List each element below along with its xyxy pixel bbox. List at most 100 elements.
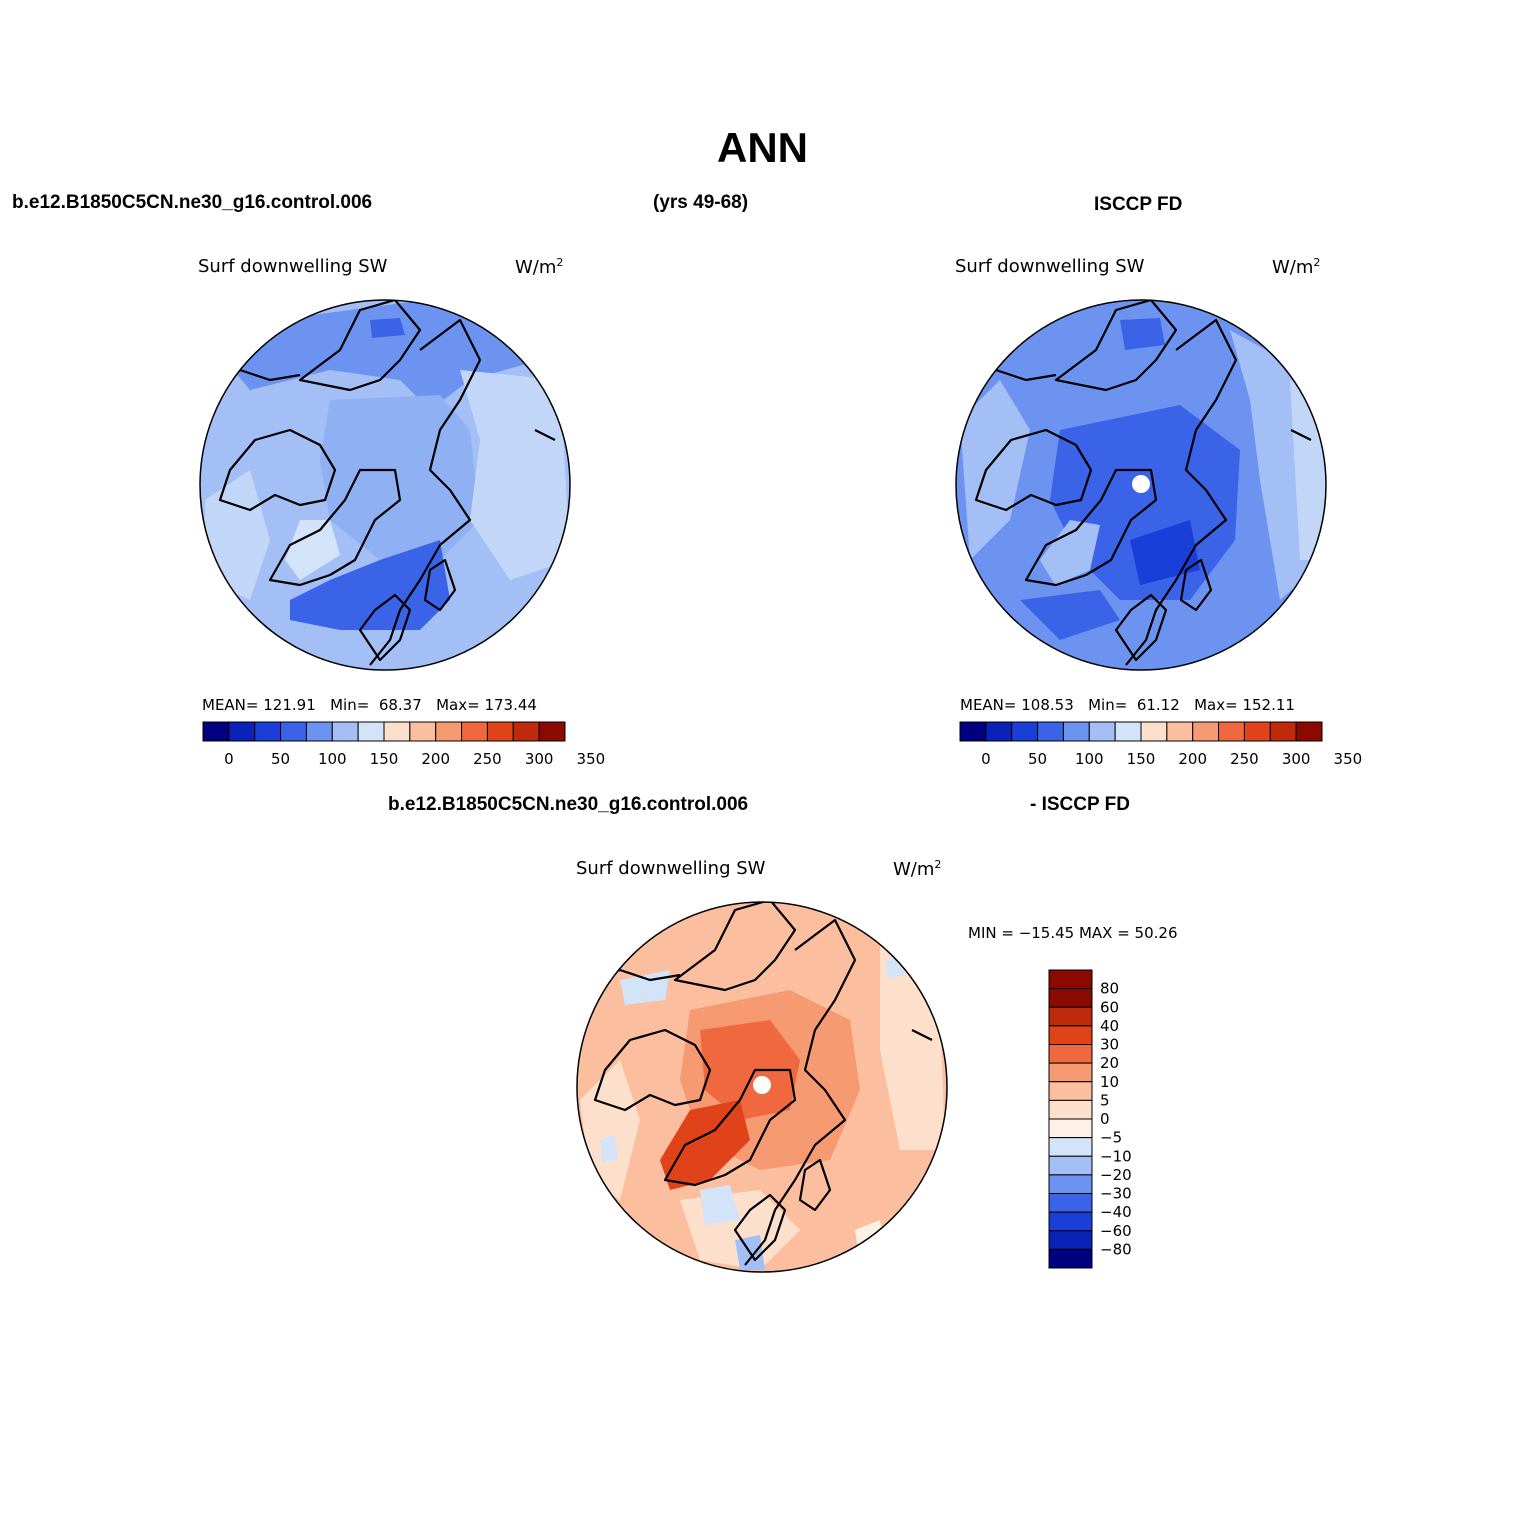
colorbar-box (1114, 721, 1142, 742)
diff-stats: MIN = −15.45 MAX = 50.26 (968, 924, 1178, 942)
colorbar-tick-label: −20 (1100, 1166, 1132, 1184)
colorbar-tick-label: 350 (1334, 750, 1363, 768)
diff-map (577, 902, 947, 1272)
obs-map-border (955, 299, 1327, 671)
diff-units-label: W/m2 (893, 858, 942, 880)
colorbar-box (1166, 721, 1194, 742)
diff-case-label: b.e12.B1850C5CN.ne30_g16.control.006 (388, 794, 749, 815)
colorbar-box (1218, 721, 1245, 742)
colorbar-tick-label: 60 (1100, 998, 1119, 1016)
colorbar-box (985, 721, 1013, 742)
colorbar-box (1088, 721, 1116, 742)
colorbar-box (305, 721, 333, 742)
obs-units-label: W/m2 (1272, 256, 1321, 278)
years-label: (yrs 49-68) (653, 192, 749, 213)
colorbar-tick-label: 250 (473, 750, 502, 768)
colorbar-box (435, 721, 463, 742)
colorbar-tick-label: 10 (1100, 1073, 1119, 1091)
colorbar-box (1048, 1155, 1093, 1176)
colorbar-tick-label: −5 (1100, 1129, 1122, 1147)
case-label: b.e12.B1850C5CN.ne30_g16.control.006 (12, 192, 373, 213)
colorbar-box (1048, 988, 1093, 1008)
colorbar-box (1048, 1137, 1093, 1157)
colorbar-box (1011, 721, 1039, 742)
colorbar-tick-label: −60 (1100, 1222, 1132, 1240)
colorbar-box (1048, 1248, 1093, 1269)
colorbar-tick-label: 0 (981, 750, 991, 768)
colorbar-tick-label: 100 (1075, 750, 1104, 768)
colorbar-box (1048, 1230, 1093, 1250)
colorbar-tick-label: 0 (1100, 1110, 1110, 1128)
colorbar-box (1048, 1081, 1093, 1101)
colorbar-tick-label: 5 (1100, 1091, 1110, 1109)
obs-variable-label: Surf downwelling SW (955, 256, 1145, 277)
obs-stats: MEAN= 108.53 Min= 61.12 Max= 152.11 (960, 696, 1295, 714)
model-variable-label: Surf downwelling SW (198, 256, 388, 277)
colorbar-box (1048, 969, 1093, 990)
model-map-border (199, 299, 571, 671)
colorbar-box (1295, 721, 1323, 742)
colorbar-tick-label: 50 (1028, 750, 1047, 768)
colorbar-box (1048, 1174, 1093, 1194)
colorbar-box (1192, 721, 1220, 742)
colorbar-box (1243, 721, 1271, 742)
diff-variable-label: Surf downwelling SW (576, 858, 766, 879)
colorbar-tick-label: 300 (1282, 750, 1311, 768)
colorbar-box (383, 721, 411, 742)
model-stats: MEAN= 121.91 Min= 68.37 Max= 173.44 (202, 696, 537, 714)
colorbar-tick-label: 200 (1178, 750, 1207, 768)
figure-title: ANN (717, 124, 808, 171)
colorbar-box (280, 721, 307, 742)
colorbar-tick-label: 200 (421, 750, 450, 768)
colorbar-box (1048, 1006, 1093, 1027)
colorbar-tick-label: −10 (1100, 1147, 1132, 1165)
colorbar-box (486, 721, 514, 742)
model-colorbar (202, 721, 566, 742)
colorbar-box (409, 721, 437, 742)
colorbar-box (1048, 1025, 1093, 1045)
colorbar-box (1269, 721, 1297, 742)
obs-map (956, 300, 1326, 670)
colorbar-box (1048, 1044, 1093, 1064)
model-map (200, 300, 570, 670)
model-coastlines (200, 300, 556, 666)
colorbar-box (254, 721, 282, 742)
colorbar-tick-label: 30 (1100, 1036, 1119, 1054)
colorbar-tick-label: −80 (1100, 1240, 1132, 1258)
colorbar-box (959, 721, 987, 742)
colorbar-box (1037, 721, 1064, 742)
colorbar-tick-label: 50 (271, 750, 290, 768)
colorbar-box (1048, 1193, 1093, 1213)
colorbar-box (1048, 1118, 1093, 1139)
colorbar-box (1048, 1062, 1093, 1083)
diff-colorbar (1048, 969, 1093, 1269)
obs-label: ISCCP FD (1094, 194, 1183, 215)
colorbar-box (512, 721, 540, 742)
colorbar-tick-label: 40 (1100, 1017, 1119, 1035)
obs-colorbar (959, 721, 1323, 742)
colorbar-tick-label: −30 (1100, 1185, 1132, 1203)
colorbar-tick-label: −40 (1100, 1203, 1132, 1221)
colorbar-tick-label: 20 (1100, 1054, 1119, 1072)
colorbar-box (1048, 1099, 1093, 1120)
colorbar-tick-label: 300 (525, 750, 554, 768)
colorbar-box (357, 721, 385, 742)
colorbar-tick-label: 150 (370, 750, 399, 768)
colorbar-tick-label: 80 (1100, 980, 1119, 998)
colorbar-box (1048, 1211, 1093, 1232)
model-units-label: W/m2 (515, 256, 564, 278)
diff-obs-label: - ISCCP FD (1030, 794, 1130, 815)
colorbar-box (1140, 721, 1168, 742)
model-colorbar-ticks: 0 50 100 150 200 250 300 350 (224, 750, 605, 768)
colorbar-tick-label: 100 (318, 750, 347, 768)
colorbar-tick-label: 250 (1230, 750, 1259, 768)
colorbar-tick-label: 0 (224, 750, 234, 768)
colorbar-box (331, 721, 359, 742)
obs-colorbar-ticks: 0 50 100 150 200 250 300 350 (981, 750, 1362, 768)
colorbar-box (228, 721, 256, 742)
colorbar-tick-label: 150 (1127, 750, 1156, 768)
colorbar-box (461, 721, 488, 742)
colorbar-box (202, 721, 230, 742)
